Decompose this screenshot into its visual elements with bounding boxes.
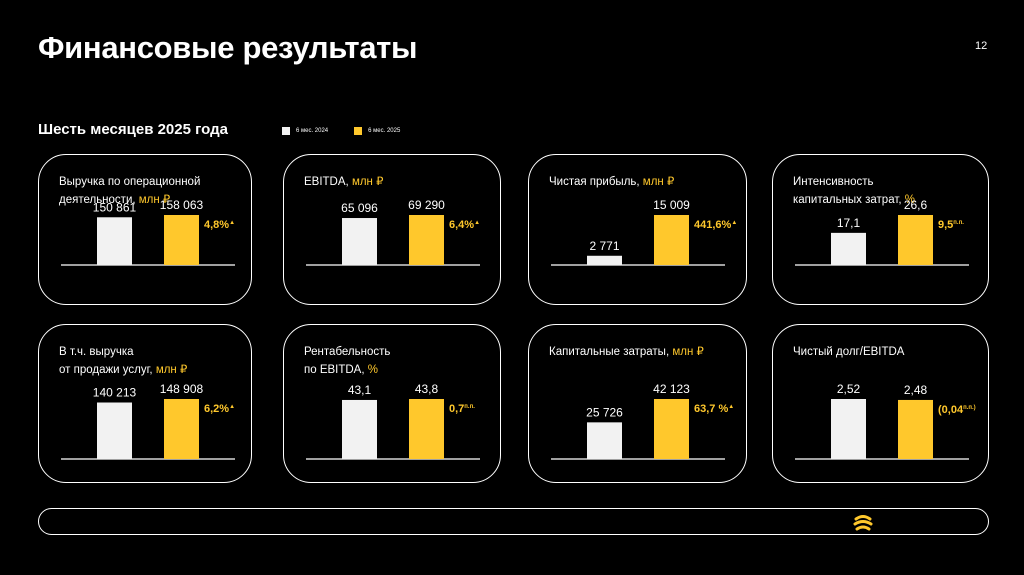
- card-title-text: Интенсивность капитальных затрат,: [793, 176, 902, 206]
- bar-2024: [342, 399, 377, 459]
- card-ebitda: EBITDA, млн ₽ 65 096 69 290 6,4%▲: [283, 154, 501, 305]
- bar-2024: [587, 255, 622, 265]
- page-number: 12: [975, 40, 988, 52]
- legend-swatch-2025: [354, 127, 363, 135]
- change-mark: п.п.): [963, 405, 976, 411]
- change-label: 4,8%▲: [204, 219, 235, 231]
- bar-2024: [97, 217, 132, 265]
- bar-2025: [898, 399, 933, 459]
- change-mark: п.п.: [953, 220, 964, 226]
- card-ebitda-margin: Рентабельность по EBITDA, % 43,1 43,8 0,7п…: [283, 324, 501, 483]
- chart-ebitda-margin: 43,1 43,8 0,7п.п.: [306, 382, 480, 460]
- value-label-2025: 2,48: [904, 383, 928, 397]
- legend-swatch-2024: [282, 127, 290, 135]
- value-label-2025: 15 009: [653, 198, 690, 212]
- footer-bar: [38, 508, 989, 535]
- chart-net-debt-ebitda: 2,52 2,48 (0,04п.п.): [795, 382, 976, 460]
- bar-2024: [97, 402, 132, 459]
- card-title-text: Выручка по операционной деятельности,: [59, 176, 201, 206]
- bar-2025: [654, 215, 689, 265]
- card-unit: млн ₽: [351, 176, 384, 188]
- legend: 6 мес. 2024 6 мес. 2025: [282, 127, 426, 135]
- card-title-text: Чистая прибыль,: [549, 176, 643, 188]
- change-mark: ▲: [728, 404, 734, 410]
- card-title: В т.ч. выручка от продажи услуг, млн ₽: [59, 343, 249, 379]
- value-label-2024: 2,52: [837, 382, 861, 396]
- card-unit: млн ₽: [138, 194, 171, 206]
- legend-item-2025: 6 мес. 2025: [354, 127, 400, 135]
- value-label-2025: 26,6: [904, 198, 928, 212]
- card-unit: %: [367, 364, 378, 376]
- value-label-2024: 2 771: [589, 239, 619, 253]
- value-label-2025: 148 908: [160, 382, 204, 396]
- bar-2024: [831, 399, 866, 459]
- change-label: 9,5п.п.: [938, 219, 964, 231]
- card-title-text: Чистый долг/EBITDA: [793, 346, 905, 358]
- card-services-revenue: В т.ч. выручка от продажи услуг, млн ₽ 1…: [38, 324, 252, 483]
- card-title: EBITDA, млн ₽: [304, 173, 494, 191]
- legend-label-2024: 6 мес. 2024: [296, 128, 329, 134]
- change-mark: ▲: [229, 220, 235, 226]
- card-title-text: В т.ч. выручка от продажи услуг,: [59, 346, 153, 376]
- bar-2025: [409, 399, 444, 459]
- card-title-text: EBITDA,: [304, 176, 352, 188]
- value-label-2024: 43,1: [348, 383, 372, 397]
- beeline-logo-icon: [853, 515, 873, 531]
- card-net-profit: Чистая прибыль, млн ₽ 2 771 15 009 441,6%▲: [528, 154, 747, 305]
- card-title-text: Капитальные затраты,: [549, 346, 673, 358]
- value-label-2024: 140 213: [93, 386, 137, 400]
- change-label: 6,2%▲: [204, 403, 235, 415]
- bar-2025: [898, 215, 933, 265]
- card-unit: млн ₽: [155, 364, 188, 376]
- value-label-2024: 17,1: [837, 216, 861, 230]
- legend-label-2025: 6 мес. 2025: [368, 128, 401, 134]
- card-net-debt-ebitda: Чистый долг/EBITDA 2,52 2,48 (0,04п.п.): [772, 324, 989, 483]
- value-label-2024: 25 726: [586, 405, 623, 419]
- chart-ebitda: 65 096 69 290 6,4%▲: [306, 198, 480, 266]
- bar-2025: [654, 399, 689, 459]
- card-title: Выручка по операционной деятельности, мл…: [59, 173, 249, 209]
- value-label-2025: 42 123: [653, 382, 690, 396]
- card-unit: млн ₽: [672, 346, 704, 358]
- bar-2025: [164, 215, 199, 265]
- change-label: 6,4%▲: [449, 219, 480, 231]
- legend-item-2024: 6 мес. 2024: [282, 127, 328, 135]
- card-title: Чистая прибыль, млн ₽: [549, 173, 739, 191]
- card-title: Капитальные затраты, млн ₽: [549, 343, 739, 361]
- change-label: 63,7 %▲: [694, 403, 734, 415]
- card-title: Интенсивность капитальных затрат, %: [793, 173, 983, 209]
- value-label-2025: 158 063: [160, 198, 204, 212]
- chart-capex-intensity: 17,1 26,6 9,5п.п.: [795, 198, 969, 266]
- card-capex-intensity: Интенсивность капитальных затрат, % 17,1…: [772, 154, 989, 305]
- card-title: Чистый долг/EBITDA: [793, 343, 983, 361]
- change-label: 441,6%▲: [694, 219, 737, 231]
- bar-2024: [587, 422, 622, 459]
- value-label-2025: 69 290: [408, 198, 445, 212]
- change-label: (0,04п.п.): [938, 404, 976, 416]
- value-label-2024: 150 861: [93, 200, 137, 214]
- card-revenue: Выручка по операционной деятельности, мл…: [38, 154, 252, 305]
- change-mark: ▲: [731, 220, 737, 226]
- card-capex: Капитальные затраты, млн ₽ 25 726 42 123 6…: [528, 324, 747, 483]
- section-subtitle: Шесть месяцев 2025 года: [38, 121, 228, 138]
- card-title: Рентабельность по EBITDA, %: [304, 343, 494, 379]
- bar-2025: [164, 399, 199, 459]
- chart-capex: 25 726 42 123 63,7 %▲: [551, 382, 734, 460]
- change-label: 0,7п.п.: [449, 403, 475, 415]
- card-unit: %: [904, 194, 915, 206]
- bar-2024: [831, 232, 866, 265]
- change-mark: ▲: [474, 220, 480, 226]
- page-title: Финансовые результаты: [38, 30, 418, 65]
- card-unit: млн ₽: [642, 176, 675, 188]
- card-title-text: Рентабельность по EBITDA,: [304, 346, 391, 376]
- bar-2025: [409, 215, 444, 265]
- bar-2024: [342, 218, 377, 265]
- value-label-2025: 43,8: [415, 382, 439, 396]
- value-label-2024: 65 096: [341, 201, 378, 215]
- change-mark: п.п.: [464, 404, 475, 410]
- change-mark: ▲: [229, 404, 235, 410]
- chart-net-profit: 2 771 15 009 441,6%▲: [551, 198, 737, 266]
